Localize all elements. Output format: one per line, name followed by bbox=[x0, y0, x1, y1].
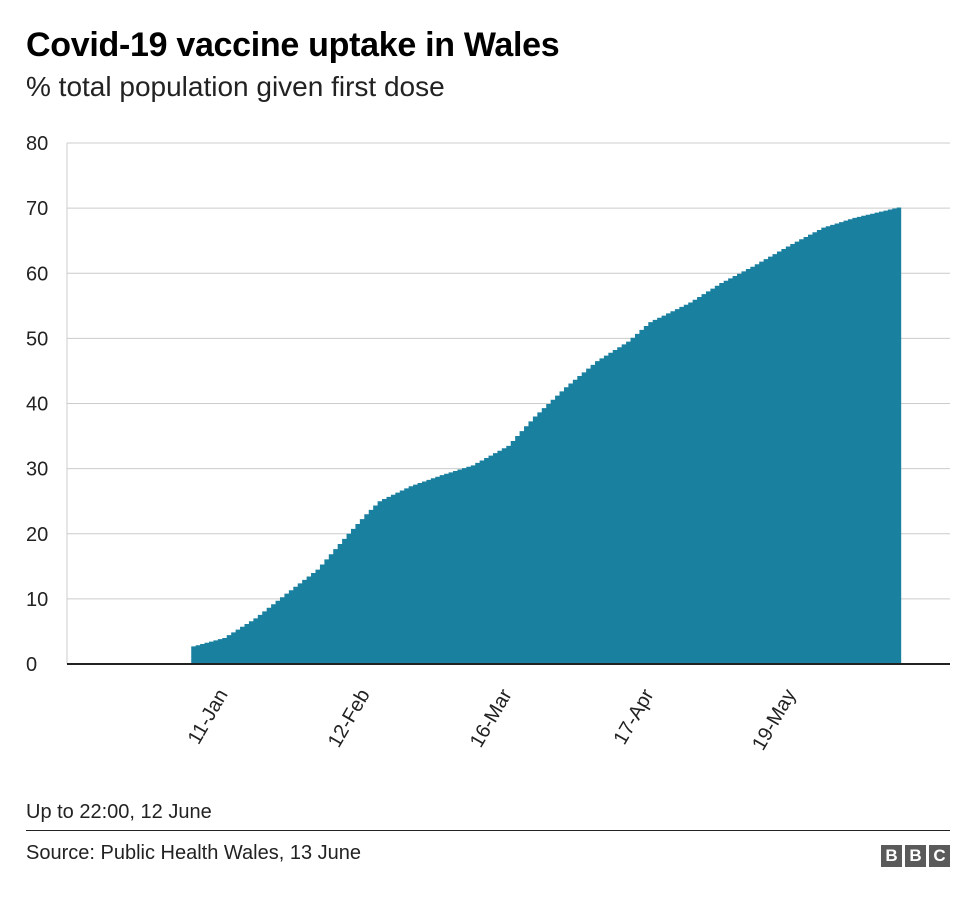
y-tick-label: 0 bbox=[26, 654, 37, 676]
bbc-logo-letter: B bbox=[881, 845, 902, 867]
x-tick-label: 17-Apr bbox=[610, 685, 659, 748]
x-tick-label: 16-Mar bbox=[466, 685, 517, 751]
y-axis-ticks: 0 10 20 30 40 50 60 70 80 bbox=[26, 133, 48, 676]
footer-divider bbox=[26, 830, 950, 831]
uptake-area-series bbox=[191, 207, 902, 664]
y-tick-label: 60 bbox=[26, 263, 48, 285]
bbc-logo-letter: B bbox=[905, 845, 926, 867]
bbc-logo-letter: C bbox=[929, 845, 950, 867]
y-tick-label: 20 bbox=[26, 524, 48, 546]
y-tick-label: 30 bbox=[26, 459, 48, 481]
data-note: Up to 22:00, 12 June bbox=[26, 801, 212, 823]
x-axis-ticks: 11-Jan 12-Feb 16-Mar 17-Apr 19-May bbox=[184, 685, 801, 754]
y-tick-label: 10 bbox=[26, 589, 48, 611]
chart-subtitle: % total population given first dose bbox=[26, 71, 445, 102]
x-tick-label: 12-Feb bbox=[324, 686, 375, 752]
chart-title: Covid-19 vaccine uptake in Wales bbox=[26, 26, 560, 64]
y-tick-label: 50 bbox=[26, 328, 48, 350]
x-tick-label: 19-May bbox=[748, 686, 800, 755]
source-text: Source: Public Health Wales, 13 June bbox=[26, 842, 361, 864]
chart-area: 0 10 20 30 40 50 60 70 80 11-Jan 12-Feb 16-Mar 17-A… bbox=[26, 133, 950, 754]
y-tick-label: 40 bbox=[26, 394, 48, 416]
bbc-logo: B B C bbox=[881, 845, 950, 867]
x-tick-label: 11-Jan bbox=[184, 686, 233, 749]
y-tick-label: 70 bbox=[26, 198, 48, 220]
y-tick-label: 80 bbox=[26, 133, 48, 155]
